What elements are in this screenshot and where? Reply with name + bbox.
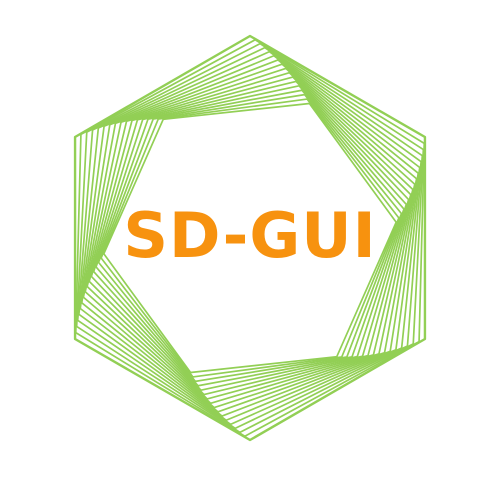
hexagon-line-10 (88, 76, 412, 400)
hexagon-line-1 (74, 38, 426, 438)
hexagon-line-7 (82, 63, 418, 413)
hexagon-line-8 (84, 67, 416, 409)
hexagon-line-0 (73, 34, 427, 442)
hexagon-line-11 (90, 80, 410, 396)
hexagon-line-6 (80, 59, 420, 417)
hexagon-line-5 (79, 54, 421, 422)
hexagon-line-13 (95, 89, 405, 387)
logo-wordmark: SD-GUI (123, 199, 377, 272)
hexagon-line-3 (76, 46, 424, 430)
hexagon-line-15 (100, 98, 400, 378)
hexagon-line-9 (86, 71, 414, 405)
hexagon-line-12 (92, 84, 408, 392)
hexagon-line-4 (78, 50, 422, 426)
hexagon-line-16 (102, 102, 398, 374)
hexagon-line-14 (97, 93, 403, 383)
hexagon-line-2 (75, 42, 425, 434)
